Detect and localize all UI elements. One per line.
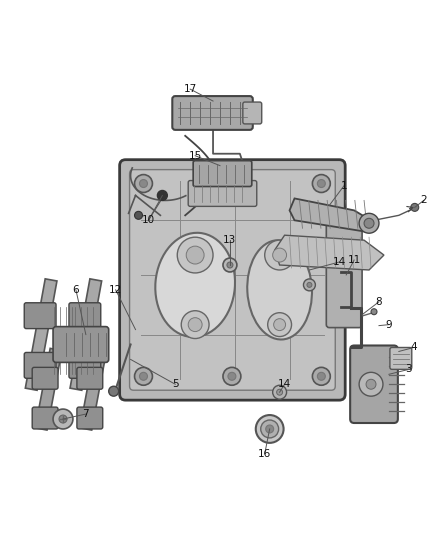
Polygon shape [25, 279, 57, 390]
Circle shape [312, 175, 330, 192]
FancyBboxPatch shape [350, 345, 398, 423]
Circle shape [266, 425, 274, 433]
Circle shape [261, 420, 279, 438]
FancyBboxPatch shape [32, 407, 58, 429]
Text: 7: 7 [82, 409, 89, 419]
Polygon shape [35, 349, 62, 430]
Circle shape [273, 248, 286, 262]
Circle shape [411, 204, 419, 212]
Text: 2: 2 [420, 196, 427, 205]
Text: 9: 9 [385, 320, 392, 329]
Circle shape [177, 237, 213, 273]
Circle shape [318, 373, 325, 380]
Circle shape [59, 415, 67, 423]
Circle shape [188, 318, 202, 332]
FancyBboxPatch shape [130, 169, 335, 390]
Circle shape [364, 219, 374, 228]
Text: 1: 1 [341, 181, 347, 190]
Ellipse shape [155, 233, 235, 337]
Circle shape [134, 367, 152, 385]
Text: 6: 6 [73, 285, 79, 295]
FancyBboxPatch shape [172, 96, 253, 130]
Text: 16: 16 [258, 449, 271, 459]
Text: 3: 3 [406, 365, 412, 374]
Circle shape [134, 212, 142, 219]
Circle shape [53, 409, 73, 429]
Circle shape [277, 389, 283, 395]
Polygon shape [70, 279, 102, 390]
Circle shape [223, 258, 237, 272]
Circle shape [304, 279, 315, 291]
Circle shape [140, 180, 148, 188]
Circle shape [223, 367, 241, 385]
FancyBboxPatch shape [24, 303, 56, 329]
Text: 5: 5 [172, 379, 179, 389]
FancyBboxPatch shape [326, 222, 362, 328]
Ellipse shape [247, 240, 312, 340]
Circle shape [223, 175, 241, 192]
FancyBboxPatch shape [53, 327, 109, 362]
Circle shape [371, 309, 377, 314]
Circle shape [109, 386, 119, 396]
FancyBboxPatch shape [32, 367, 58, 389]
Text: 15: 15 [188, 151, 202, 161]
FancyBboxPatch shape [243, 102, 262, 124]
Text: 17: 17 [184, 84, 197, 94]
Circle shape [181, 311, 209, 338]
Circle shape [366, 379, 376, 389]
Circle shape [307, 282, 312, 287]
Circle shape [157, 190, 167, 200]
Circle shape [140, 373, 148, 380]
Circle shape [312, 367, 330, 385]
FancyBboxPatch shape [24, 352, 56, 378]
Circle shape [134, 175, 152, 192]
Text: 14: 14 [278, 379, 291, 389]
FancyBboxPatch shape [77, 367, 103, 389]
Polygon shape [290, 198, 374, 232]
Circle shape [256, 415, 283, 443]
Circle shape [274, 319, 286, 330]
Circle shape [268, 313, 292, 336]
Circle shape [265, 240, 294, 270]
Polygon shape [80, 349, 106, 430]
Text: 4: 4 [410, 343, 417, 352]
Circle shape [359, 213, 379, 233]
Text: 12: 12 [109, 285, 122, 295]
Circle shape [273, 385, 286, 399]
Circle shape [359, 373, 383, 396]
Circle shape [227, 262, 233, 268]
Circle shape [186, 246, 204, 264]
Text: 8: 8 [376, 297, 382, 307]
FancyBboxPatch shape [120, 160, 345, 400]
FancyBboxPatch shape [69, 303, 101, 329]
Text: 11: 11 [347, 255, 361, 265]
Text: 13: 13 [223, 235, 237, 245]
Circle shape [228, 373, 236, 380]
FancyBboxPatch shape [390, 348, 412, 369]
FancyBboxPatch shape [193, 160, 252, 187]
FancyBboxPatch shape [77, 407, 103, 429]
Text: 14: 14 [332, 257, 346, 267]
Circle shape [228, 180, 236, 188]
Polygon shape [275, 235, 384, 270]
FancyBboxPatch shape [188, 181, 257, 206]
Circle shape [318, 180, 325, 188]
Text: 10: 10 [142, 215, 155, 225]
FancyBboxPatch shape [69, 352, 101, 378]
